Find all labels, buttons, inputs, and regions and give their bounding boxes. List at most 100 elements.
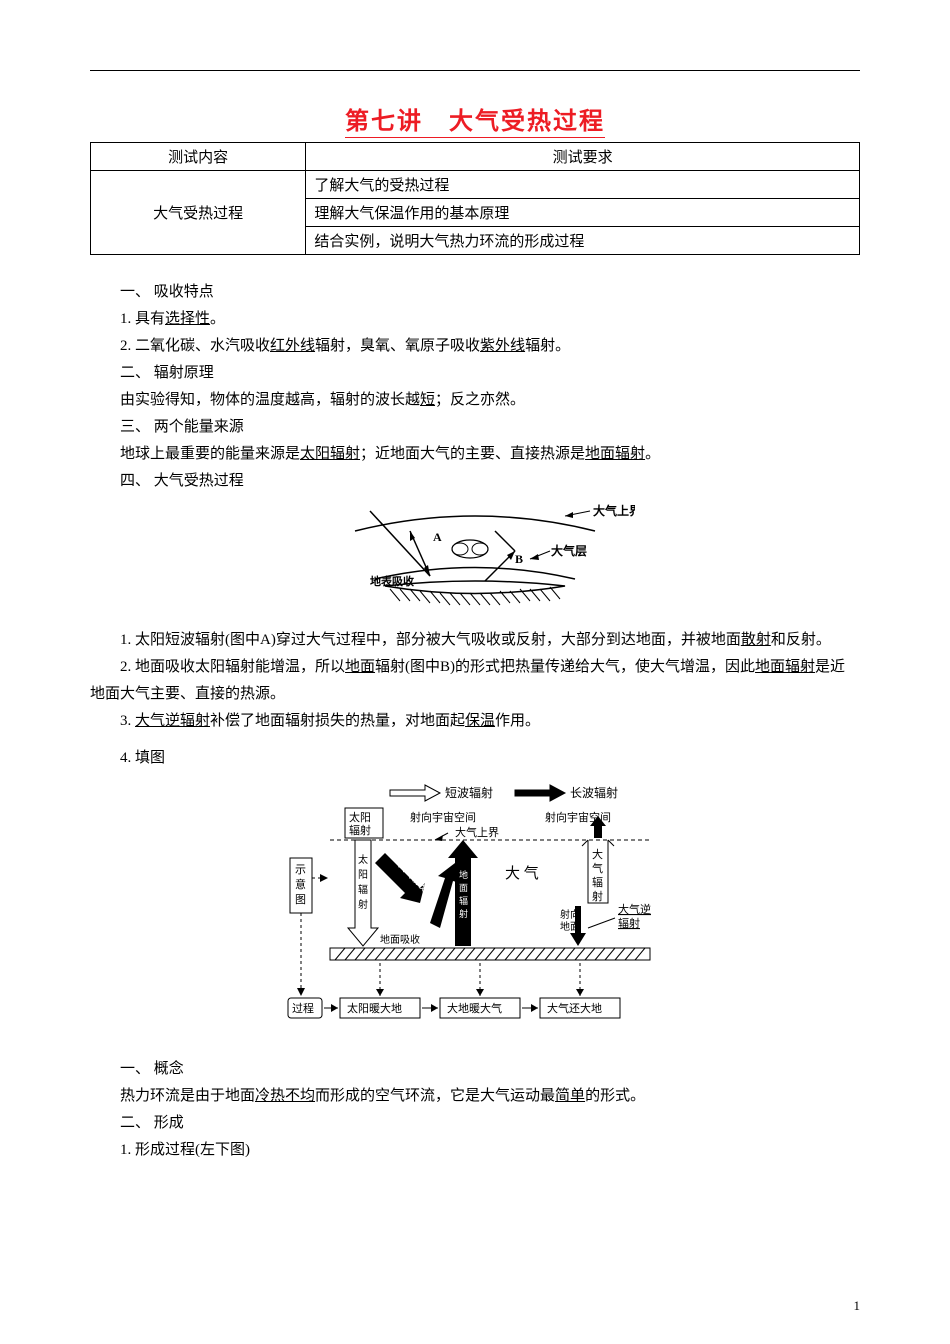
page-title: 第七讲 大气受热过程 [90,101,860,136]
body-content: 一、 吸收特点 1. 具有选择性。 2. 二氧化碳、水汽吸收红外线辐射，臭氧、氧… [90,279,860,1164]
text: 热力环流是由于地面 [120,1088,255,1104]
sec5-p: 热力环流是由于地面冷热不均而形成的空气环流，它是大气运动最简单的形式。 [90,1083,860,1110]
label: 地 [459,869,468,880]
label: 长波辐射 [570,785,618,800]
sec6-p: 1. 形成过程(左下图) [90,1137,860,1164]
text: 补偿了地面辐射损失的热量，对地面起 [210,713,465,729]
sec3-p: 地球上最重要的能量来源是太阳辐射；近地面大气的主要、直接热源是地面辐射。 [90,441,860,468]
label-atm-top: 大气上界 [593,503,635,518]
underline: 冷热不均 [255,1088,315,1104]
title-text: 第七讲 大气受热过程 [345,108,605,138]
text: 地球上最重要的能量来源是 [120,446,300,462]
sec1-p1: 1. 具有选择性。 [90,306,860,333]
document-page: 第七讲 大气受热过程 测试内容 测试要求 大气受热过程 了解大气的受热过程 理解… [0,0,950,1344]
table-row: 大气受热过程 了解大气的受热过程 [91,171,860,199]
label: 大 [592,847,603,861]
label: 辐 [459,895,468,906]
sec2-h: 二、 辐射原理 [90,360,860,387]
sec3-h: 三、 两个能量来源 [90,414,860,441]
figure-2: 短波辐射 长波辐射 太阳 辐射 射向宇宙空间 射向宇宙空间 大气上界 大 气 [90,778,860,1038]
label: 射向宇宙空间 [410,810,476,824]
label: 大气逆 [618,902,651,916]
sec4-p3: 3. 大气逆辐射补偿了地面辐射损失的热量，对地面起保温作用。 [90,708,860,735]
label: 大地暖大气 [447,1001,502,1015]
underline: 大气逆辐射 [135,713,210,729]
lhs-cell: 大气受热过程 [91,171,306,255]
label: 大 气 [505,865,539,882]
label: 辐射 [349,823,371,837]
underline: 地面 [345,659,375,675]
text: 辐射(图中B)的形式把热量传递给大气，使大气增温，因此 [375,659,755,675]
label: 图 [295,893,306,906]
text: 1. 太阳短波辐射(图中A)穿过大气过程中，部分被大气吸收或反射，大部分到达地面… [120,632,741,648]
label: 太 [358,853,368,866]
underline: 红外线 [270,338,315,354]
label: 地面吸收 [380,933,420,946]
label: 大气上界 [455,825,499,839]
atmosphere-diagram-icon: 大气上界 大气层 地表吸收 A B [315,501,635,611]
text: 和反射。 [771,632,831,648]
top-rule [90,70,860,71]
sec4-p4: 4. 填图 [90,745,860,772]
text: 1. 具有 [120,311,165,327]
underline: 散射 [741,632,771,648]
label: 气 [592,861,603,875]
page-number: 1 [854,1298,861,1314]
label: 射 [358,899,368,911]
text: 辐射，臭氧、氧原子吸收 [315,338,480,354]
text: 由实验得知，物体的温度越高，辐射的波长越 [120,392,420,408]
label-a: A [433,530,442,544]
sec6-h: 二、 形成 [90,1110,860,1137]
underline: 地面辐射 [755,659,815,675]
text: 2. 地面吸收太阳辐射能增温，所以 [120,659,345,675]
label: 大气还大地 [547,1001,602,1015]
label: 过程 [292,1002,314,1015]
label: 短波辐射 [445,785,493,800]
underline: 保温 [465,713,495,729]
label: 示 [295,864,306,876]
sec4-h: 四、 大气受热过程 [90,468,860,495]
label: 太阳暖大地 [347,1001,402,1015]
label: 面 [459,883,468,893]
radiation-flow-diagram-icon: 短波辐射 长波辐射 太阳 辐射 射向宇宙空间 射向宇宙空间 大气上界 大 气 [270,778,680,1028]
underline: 短 [420,392,435,408]
label: 辐 [358,883,368,896]
figure-1: 大气上界 大气层 地表吸收 A B [90,501,860,621]
text: 。 [210,311,225,327]
label: 辐 [592,875,603,889]
label: 意 [295,877,306,891]
label-atm-layer: 大气层 [551,543,587,558]
table-row: 测试内容 测试要求 [91,143,860,171]
col1-header: 测试内容 [91,143,306,171]
text: 作用。 [495,713,540,729]
label: 射 [459,908,468,919]
label-surface: 地表吸收 [370,574,414,588]
sec4-p2: 2. 地面吸收太阳辐射能增温，所以地面辐射(图中B)的形式把热量传递给大气，使大… [90,654,860,708]
text: 3. [120,713,135,729]
sec5-h: 一、 概念 [90,1056,860,1083]
text: 的形式。 [585,1088,645,1104]
text: ；反之亦然。 [435,392,525,408]
requirements-table: 测试内容 测试要求 大气受热过程 了解大气的受热过程 理解大气保温作用的基本原理… [90,142,860,255]
label: 太阳 [349,811,371,824]
underline: 紫外线 [480,338,525,354]
underline: 简单 [555,1088,585,1104]
sec4-p1: 1. 太阳短波辐射(图中A)穿过大气过程中，部分被大气吸收或反射，大部分到达地面… [90,627,860,654]
req-cell: 理解大气保温作用的基本原理 [306,199,860,227]
label-b: B [515,552,523,566]
text: 2. 二氧化碳、水汽吸收 [120,338,270,354]
req-cell: 结合实例，说明大气热力环流的形成过程 [306,227,860,255]
underline: 太阳辐射 [300,446,360,462]
label: 射 [592,889,603,903]
underline: 地面辐射 [585,446,645,462]
label: 阳 [358,869,368,881]
label: 辐射 [618,916,640,930]
sec2-p: 由实验得知，物体的温度越高，辐射的波长越短；反之亦然。 [90,387,860,414]
text: 辐射。 [525,338,570,354]
col2-header: 测试要求 [306,143,860,171]
text: 。 [645,446,660,462]
text: ；近地面大气的主要、直接热源是 [360,446,585,462]
underline: 选择性 [165,311,210,327]
text: 而形成的空气环流，它是大气运动最 [315,1088,555,1104]
req-cell: 了解大气的受热过程 [306,171,860,199]
